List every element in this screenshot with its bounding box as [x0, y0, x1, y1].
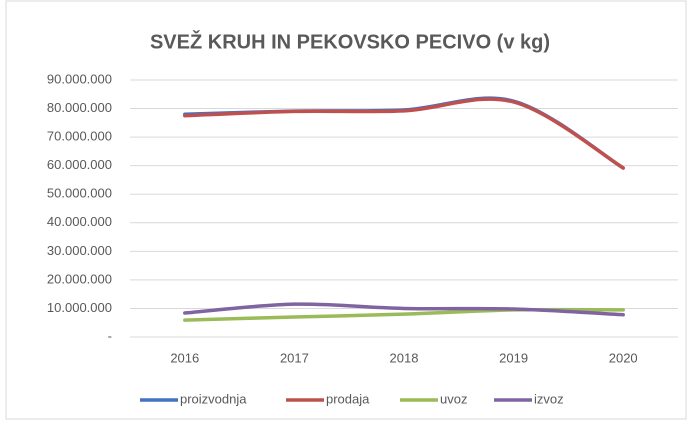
chart-border	[5, 0, 687, 420]
legend-label: proizvodnja	[180, 391, 247, 406]
x-tick-label: 2016	[170, 350, 199, 365]
series-line	[183, 302, 625, 317]
y-tick-label: 30.000.000	[47, 243, 112, 258]
legend-label: uvoz	[440, 391, 467, 406]
y-tick-label: 40.000.000	[47, 214, 112, 229]
chart-title: SVEŽ KRUH IN PEKOVSKO PECIVO (v kg)	[150, 29, 550, 53]
y-tick-label: 50.000.000	[47, 186, 112, 201]
y-tick-label: 80.000.000	[47, 100, 112, 115]
legend-label: prodaja	[326, 391, 370, 406]
x-tick-label: 2020	[609, 350, 638, 365]
x-tick-label: 2017	[280, 350, 309, 365]
x-tick-label: 2018	[390, 350, 419, 365]
y-tick-label: 90.000.000	[47, 71, 112, 86]
y-tick-label: 20.000.000	[47, 271, 112, 286]
x-tick-label: 2019	[499, 350, 528, 365]
y-tick-label: 70.000.000	[47, 129, 112, 144]
y-tick-label: -	[108, 328, 112, 343]
legend-label: izvoz	[534, 391, 564, 406]
series-line	[183, 97, 625, 170]
y-tick-label: 60.000.000	[47, 157, 112, 172]
y-tick-label: 10.000.000	[47, 300, 112, 315]
